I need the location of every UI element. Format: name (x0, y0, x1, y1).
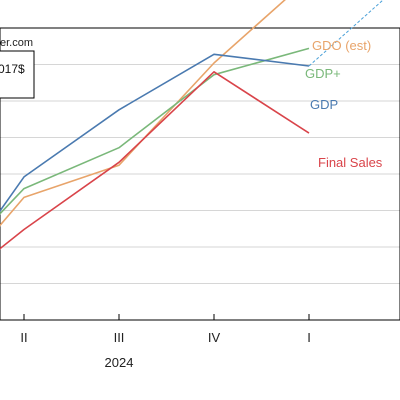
series-layer (0, 0, 384, 250)
series-line-gdo-est (0, 0, 286, 227)
source-text: er.com (0, 37, 33, 49)
x-tick-label: III (114, 330, 125, 345)
unit-label: 017$ (0, 62, 25, 76)
x-tick-label: II (20, 330, 27, 345)
x-ticks: IIIIIIVII (20, 314, 311, 345)
gdp-projection-line (308, 0, 384, 67)
series-line-gdp (0, 53, 310, 213)
x-tick-label: I (307, 330, 311, 345)
plot-frame (0, 27, 400, 321)
series-line-gdp (0, 47, 310, 215)
x-tick-label: IV (208, 330, 221, 345)
unit-box (0, 50, 35, 99)
year-label: 2024 (105, 355, 134, 370)
series-label-final-sales: Final Sales (318, 155, 383, 170)
grid-lines (0, 64, 400, 284)
series-label-gdp: GDP (310, 97, 338, 112)
series-label-gdp: GDP+ (305, 66, 341, 81)
series-line-final-sales (0, 71, 310, 250)
series-label-gdo-est: GDO (est) (312, 38, 371, 53)
series-labels: GDO (est) GDP+ GDP Final Sales (305, 38, 383, 170)
